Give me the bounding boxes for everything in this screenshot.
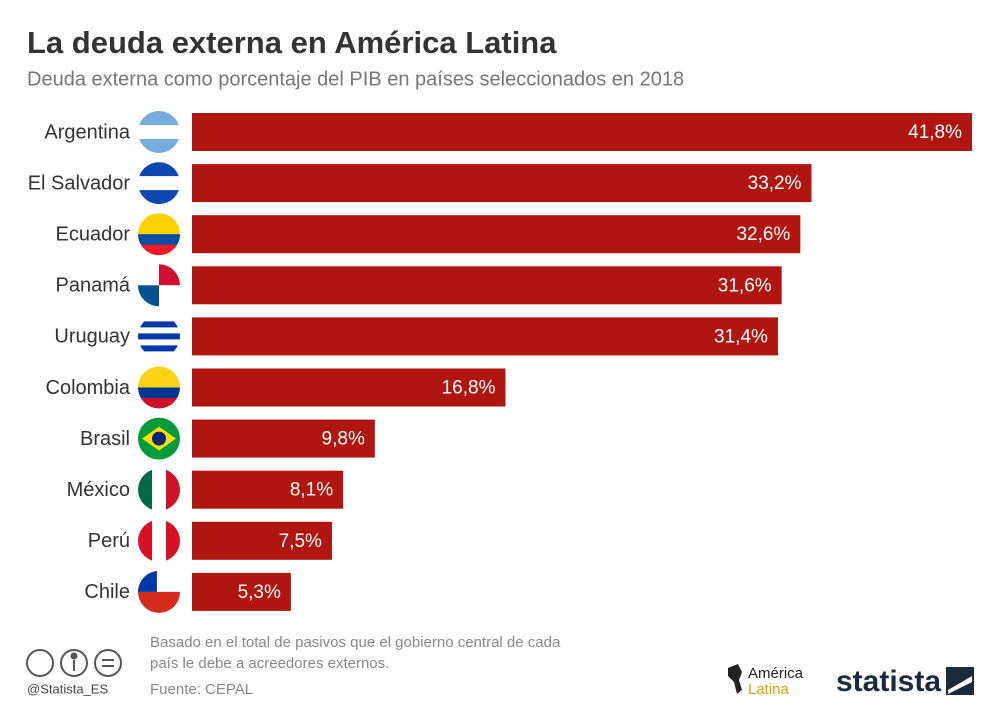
value-label: 41,8% [908, 122, 962, 143]
note: Basado en el total de pasivos que el gob… [150, 634, 561, 651]
note: país le debe a acreedores externos. [150, 655, 389, 672]
flag-icon [138, 315, 180, 358]
bar [192, 164, 812, 203]
flag-icon [138, 468, 180, 511]
flag-stripe [138, 111, 180, 126]
flag-stripe [138, 387, 180, 399]
credit: @Statista_ES [27, 681, 108, 696]
flag-stripe [138, 162, 180, 177]
flag-stripe [138, 351, 180, 358]
value-label: 31,4% [714, 326, 768, 347]
category-label: Uruguay [54, 326, 130, 348]
value-label: 32,6% [736, 224, 790, 245]
flag-stripe [138, 327, 180, 334]
category-label: Perú [88, 530, 130, 552]
license-icons [26, 649, 122, 677]
flag-icon [138, 264, 180, 307]
bar [192, 368, 506, 407]
source: Fuente: CEPAL [150, 681, 253, 698]
flag-stripe [152, 519, 167, 562]
category-label: El Salvador [28, 172, 131, 194]
flag-stripe [138, 244, 180, 256]
bar [192, 572, 291, 611]
value-label: 7,5% [279, 531, 322, 552]
value-label: 8,1% [290, 480, 333, 501]
flag-icon [138, 417, 180, 460]
flag-stripe [138, 190, 180, 205]
flag-stripe [138, 591, 180, 613]
flag-icon [138, 162, 180, 205]
flag-icon [138, 213, 180, 256]
chart-title: La deuda externa en América Latina [27, 25, 557, 60]
value-label: 16,8% [442, 378, 496, 399]
by-head [70, 652, 78, 660]
category-label: Brasil [80, 428, 130, 450]
flag-stripe [138, 321, 180, 328]
category-label: Panamá [56, 275, 131, 297]
flag-stripe [138, 234, 180, 246]
brand-icon-mark [948, 676, 972, 694]
value-label: 33,2% [748, 173, 802, 194]
category-label: Chile [84, 581, 130, 603]
category-label: Ecuador [56, 223, 131, 245]
flag-icon [138, 570, 180, 613]
bar [192, 215, 801, 254]
partner-logo: América [748, 665, 804, 682]
bar [192, 470, 344, 509]
bar [192, 266, 782, 305]
flag-stripe [138, 345, 180, 352]
flag-stripe [138, 176, 180, 191]
value-label: 9,8% [322, 429, 365, 450]
bar [192, 317, 778, 356]
flag-stripe [138, 519, 153, 562]
cc-icon [26, 649, 54, 677]
category-label: México [67, 479, 130, 501]
by-icon [60, 649, 88, 677]
flag-globe [152, 431, 166, 446]
flag-icon [138, 519, 180, 562]
bar [192, 113, 972, 151]
flag-stripe [138, 468, 153, 511]
flag-stripe [138, 333, 180, 340]
bar [192, 419, 375, 458]
bar [192, 521, 332, 560]
flag-stripe [166, 468, 180, 511]
nd-icon [94, 649, 122, 677]
flag-stripe [138, 125, 180, 140]
category-label: Colombia [46, 377, 131, 399]
flag-stripe [138, 377, 180, 388]
flag-stripe [152, 468, 167, 511]
flag-icon [138, 111, 180, 153]
chart-subtitle: Deuda externa como porcentaje del PIB en… [27, 68, 684, 90]
flag-stripe [138, 315, 180, 322]
flag-stripe [138, 213, 180, 225]
value-label: 31,6% [718, 275, 772, 296]
partner-logo-icon [728, 664, 742, 694]
brand-logo: statista [836, 665, 941, 698]
flag-stripe [138, 339, 180, 346]
flag-stripe [138, 398, 180, 409]
category-label: Argentina [44, 121, 130, 143]
value-label: 5,3% [238, 582, 281, 603]
flag-stripe [138, 139, 180, 153]
partner-logo: Latina [748, 681, 790, 698]
flag-stripe [138, 223, 180, 235]
flag-stripe [138, 366, 180, 378]
flag-icon [138, 366, 180, 409]
flag-stripe [166, 519, 180, 562]
